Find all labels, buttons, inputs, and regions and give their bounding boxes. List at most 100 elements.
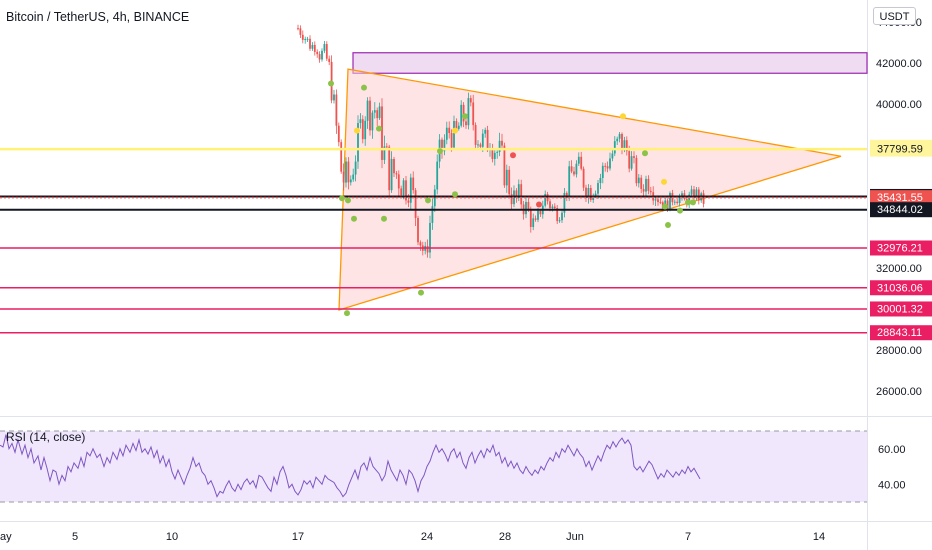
candle-body	[357, 123, 359, 162]
resistance-zone	[352, 52, 868, 74]
rsi-band	[0, 431, 867, 502]
candle	[630, 151, 633, 171]
candle	[534, 215, 537, 222]
candle	[616, 136, 619, 146]
candle	[378, 102, 381, 120]
price-label-text: 34844.02	[877, 204, 923, 216]
candle-body	[558, 220, 561, 222]
price-label-text: 35431.55	[877, 192, 923, 204]
candle	[609, 152, 611, 171]
candle-body	[297, 28, 299, 30]
candle-body	[647, 178, 650, 191]
price-label-badge	[870, 325, 932, 341]
candle	[474, 122, 477, 150]
candle-body	[587, 187, 590, 198]
time-tick-label: 17	[292, 531, 304, 543]
candle	[702, 190, 705, 208]
candle	[357, 115, 359, 169]
time-tick-label: ay	[0, 531, 12, 543]
candle-body	[469, 98, 472, 103]
time-tick-label: 28	[499, 531, 511, 543]
candle-body	[376, 110, 379, 119]
candle-body	[313, 44, 316, 52]
candle-body	[426, 245, 429, 253]
candle-body	[498, 140, 501, 152]
candle	[673, 199, 676, 206]
candle-body	[364, 120, 367, 140]
candles	[297, 24, 705, 259]
candle	[361, 115, 364, 144]
candle-body	[467, 98, 470, 126]
candle	[330, 55, 333, 104]
candle	[618, 131, 621, 143]
candle	[467, 92, 470, 130]
candle	[328, 55, 331, 66]
candle	[301, 30, 304, 44]
candle-body	[637, 177, 640, 184]
candle-body	[481, 133, 484, 147]
candle	[352, 168, 355, 182]
signal-marker	[344, 310, 350, 317]
candle-body	[491, 148, 494, 159]
price-tick-label: 32000.00	[876, 263, 922, 275]
candle-body	[323, 44, 326, 51]
candle	[546, 191, 549, 205]
candle	[587, 184, 590, 204]
candle-body	[381, 106, 383, 160]
signal-marker	[381, 215, 387, 222]
candle	[397, 170, 400, 197]
candle-body	[635, 157, 638, 184]
candle-body	[369, 100, 371, 131]
candle	[340, 139, 343, 174]
candle	[405, 175, 407, 205]
candle	[431, 198, 434, 230]
candle	[577, 152, 580, 167]
candle-body	[496, 151, 499, 153]
candle	[486, 125, 489, 152]
rsi-line	[0, 434, 701, 498]
signal-marker	[677, 207, 683, 214]
candle	[409, 173, 412, 211]
candle	[558, 217, 561, 223]
candle-body	[477, 144, 479, 146]
candle-body	[462, 104, 465, 122]
candle-body	[551, 206, 554, 208]
candle-body	[333, 94, 335, 101]
candle	[599, 173, 602, 190]
candle-body	[409, 177, 412, 203]
candle-body	[520, 184, 523, 205]
candle-body	[582, 168, 585, 188]
candle	[589, 184, 592, 202]
time-tick-label: 14	[813, 531, 825, 543]
candle	[304, 36, 307, 44]
candle-body	[570, 166, 573, 172]
candle	[501, 133, 503, 150]
candle-body	[630, 156, 633, 169]
candle-body	[604, 165, 607, 167]
candle-body	[412, 177, 415, 191]
candle-body	[501, 140, 503, 146]
price-tick-label: 40000.00	[876, 99, 922, 111]
candle-body	[580, 156, 583, 169]
candle-body	[354, 161, 357, 175]
price-label-badge	[870, 202, 932, 218]
candle	[556, 205, 559, 224]
candle	[297, 24, 299, 31]
candle-body	[479, 144, 482, 147]
candle-body	[597, 183, 599, 194]
candle-body	[407, 200, 410, 203]
candle	[532, 213, 535, 231]
price-tick-label: 42000.00	[876, 58, 922, 70]
price-label-badge	[870, 301, 932, 317]
candle-body	[532, 218, 535, 227]
signal-marker	[354, 127, 360, 134]
currency-button[interactable]: USDT	[873, 7, 916, 25]
candle	[508, 166, 511, 198]
candle	[457, 122, 460, 131]
signal-marker	[328, 80, 334, 87]
candle	[313, 41, 316, 56]
price-label-text: 32976.21	[877, 242, 923, 254]
candle-body	[484, 129, 487, 134]
candle-body	[453, 120, 455, 148]
